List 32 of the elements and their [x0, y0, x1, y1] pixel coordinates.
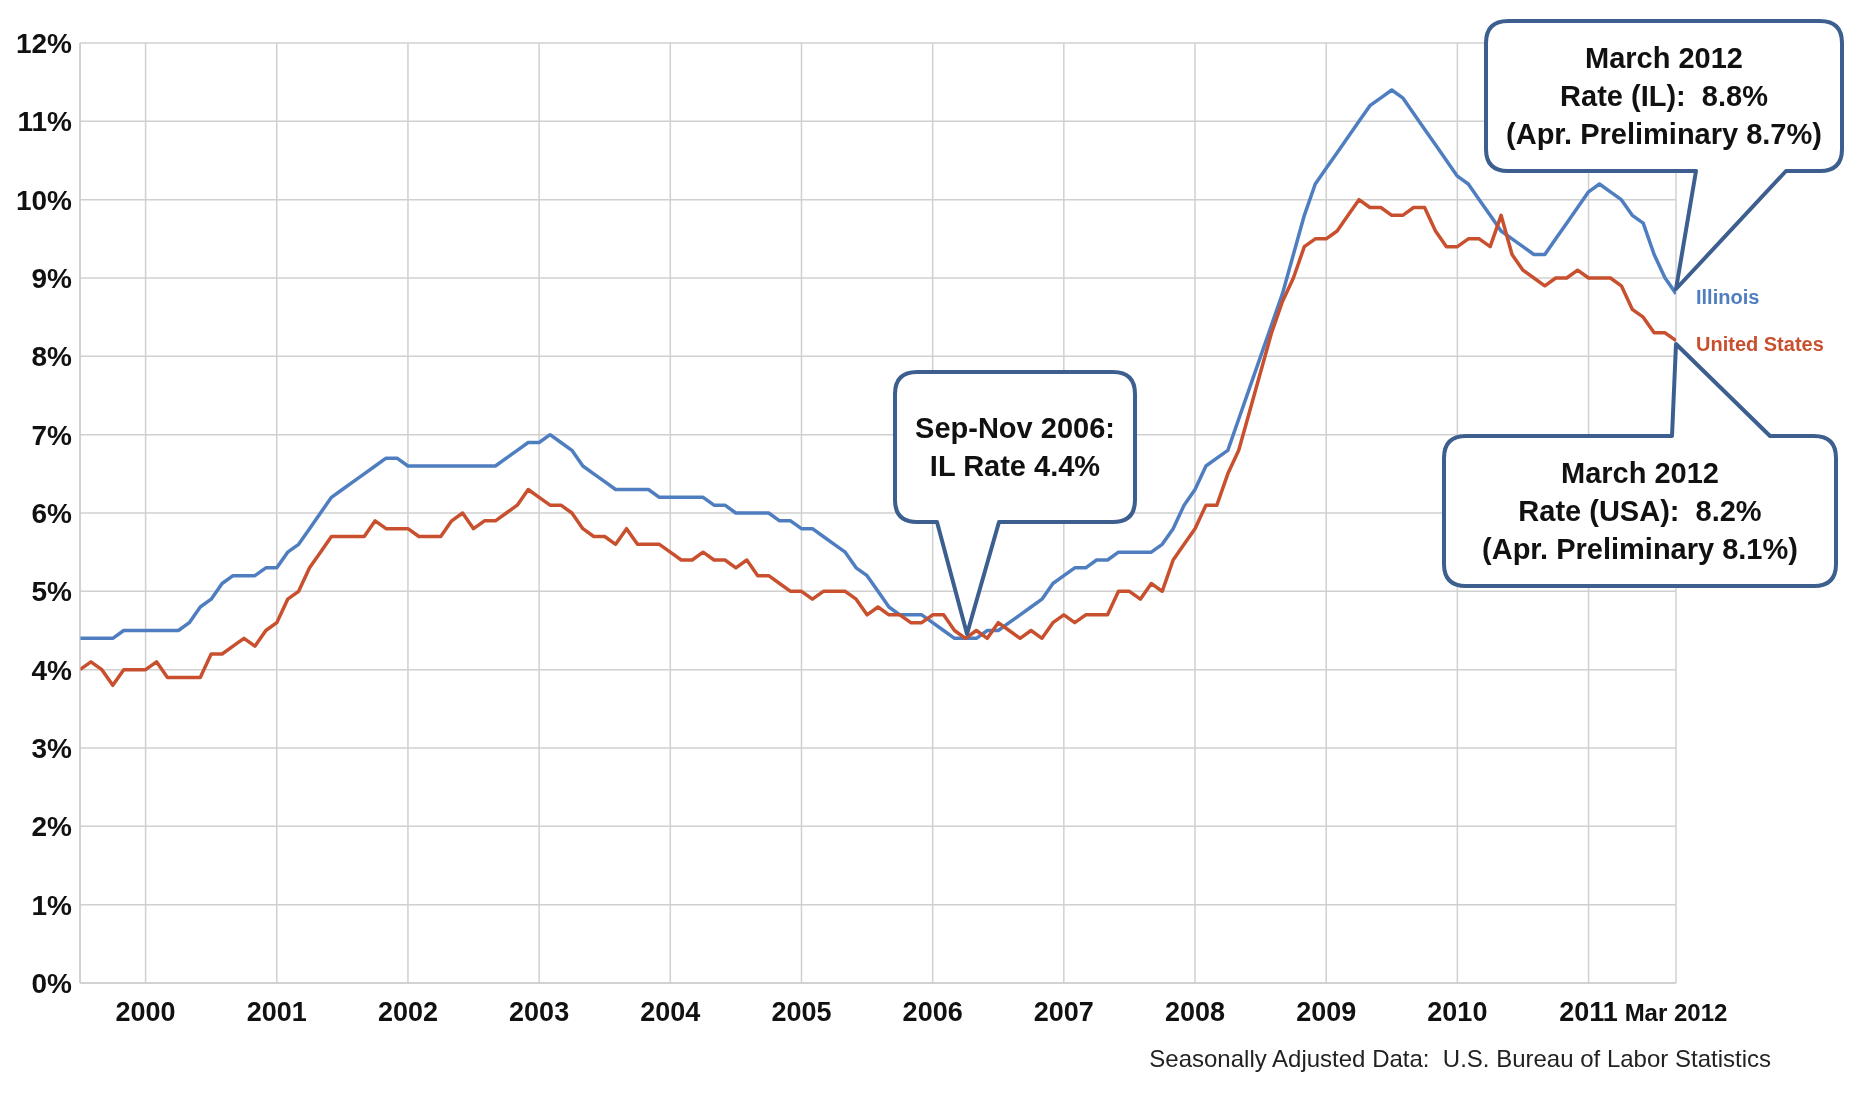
annotation: Sep-Nov 2006: IL Rate 4.4% — [915, 412, 1115, 482]
y-tick-label: 3% — [31, 732, 73, 764]
x-tick-label: 2009 — [1296, 997, 1357, 1027]
y-tick-label: 10% — [15, 184, 73, 216]
y-tick-label: 6% — [31, 497, 73, 529]
x-tick-label: 2010 — [1427, 997, 1488, 1027]
y-tick-label: 0% — [31, 967, 73, 999]
x-tick-label: 2003 — [509, 997, 570, 1027]
y-tick-label: 11% — [17, 106, 73, 138]
x-tick-label: 2011 — [1559, 997, 1618, 1027]
text: Seasonally Adjusted Data: U.S. Bureau of Labor Statistics — [1148, 1045, 1772, 1073]
series-label: Illinois — [1696, 285, 1760, 308]
x-tick-label: 2001 — [246, 997, 307, 1027]
y-tick-label: 8% — [31, 341, 73, 373]
y-tick-label: 2% — [31, 811, 73, 843]
x-tick-label: 2008 — [1164, 997, 1226, 1027]
x-tick-label: 2006 — [902, 997, 963, 1027]
x-tick-label: 2004 — [640, 997, 701, 1027]
series-label: United States — [1696, 332, 1824, 355]
x-tick-label: Mar 2012 — [1624, 999, 1728, 1026]
y-tick-label: 5% — [31, 576, 73, 608]
x-tick-label: 2000 — [115, 997, 176, 1027]
y-tick-label: 12% — [15, 27, 73, 59]
x-tick-label: 2002 — [377, 997, 438, 1027]
x-tick-label: 2007 — [1033, 997, 1094, 1027]
annotation: March 2012 Rate (IL): 8.8% (Apr. Preliminary 8.7%) — [1506, 42, 1822, 150]
y-tick-label: 4% — [31, 654, 73, 686]
y-tick-label: 1% — [31, 889, 73, 921]
x-tick-label: 2005 — [771, 997, 832, 1027]
y-tick-label: 9% — [31, 262, 73, 294]
annotation: March 2012 Rate (USA): 8.2% (Apr. Preliminary 8.1%) — [1482, 457, 1798, 565]
y-tick-label: 7% — [31, 419, 73, 451]
